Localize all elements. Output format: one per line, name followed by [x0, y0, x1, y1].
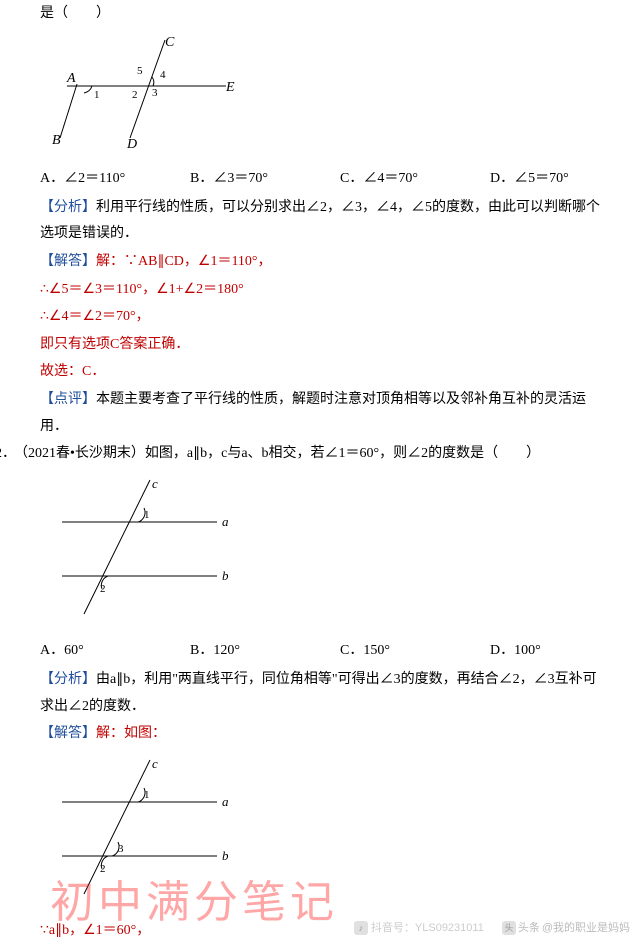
lbl-5: 5 — [137, 65, 143, 77]
q11-options: A．∠2＝110° B．∠3＝70° C．∠4＝70° D．∠5＝70° — [40, 166, 600, 193]
q11-solve-1: 【解答】解：∵AB∥CD，∠1＝110°， — [40, 249, 600, 276]
review-label: 【点评】 — [40, 392, 96, 407]
arc-1 — [84, 86, 92, 93]
opt-a: A．60° — [40, 638, 150, 665]
lbl-b: b — [222, 568, 229, 583]
solve-label: 【解答】 — [40, 726, 96, 741]
opt-b: B．120° — [190, 638, 300, 665]
q12-solve-head: 【解答】解：如图： — [40, 721, 600, 748]
q11-solve-2: ∴∠5＝∠3＝110°，∠1+∠2＝180° — [40, 277, 600, 304]
q11-stem-cont: 是（ ） — [40, 1, 600, 28]
q11-review: 【点评】本题主要考查了平行线的性质，解题时注意对顶角相等以及邻补角互补的灵活运用… — [40, 387, 600, 440]
lbl-a: a — [222, 514, 229, 529]
lbl-3: 3 — [118, 843, 124, 855]
analysis-text: 利用平行线的性质，可以分别求出∠2，∠3，∠4，∠5的度数，由此可以判断哪个选项… — [40, 200, 600, 242]
lbl-c: C — [165, 35, 175, 50]
analysis-label: 【分析】 — [40, 200, 96, 215]
q12-stem-text: （2021春•长沙期末）如图，a∥b，c与a、b相交，若∠1＝60°，则∠2的度… — [14, 446, 540, 461]
lbl-b: B — [52, 133, 61, 148]
analysis-text: 由a∥b，利用"两直线平行，同位角相等"可得出∠3的度数，再结合∠2，∠3互补可… — [40, 672, 597, 714]
toutiao-prefix: 头条 — [518, 918, 540, 939]
analysis-label: 【分析】 — [40, 672, 96, 687]
lbl-a: A — [66, 71, 76, 86]
q12-num: 12． — [0, 441, 14, 468]
lbl-2: 2 — [132, 89, 138, 101]
q12-analysis: 【分析】由a∥b，利用"两直线平行，同位角相等"可得出∠3的度数，再结合∠2，∠… — [40, 667, 600, 720]
opt-c: C．∠4＝70° — [340, 166, 450, 193]
q11-solve-5: 故选：C． — [40, 359, 600, 386]
lbl-1: 1 — [94, 89, 100, 101]
q12-stem: 12．（2021春•长沙期末）如图，a∥b，c与a、b相交，若∠1＝60°，则∠… — [14, 441, 600, 468]
lbl-c: c — [152, 476, 158, 491]
opt-c: C．150° — [340, 638, 450, 665]
lbl-b: b — [222, 848, 229, 863]
footer: ♪ 抖音号：YLS09231011 头 头条@我的职业是妈妈 — [354, 918, 630, 939]
line-c — [84, 760, 150, 894]
douyin-id: YLS09231011 — [415, 922, 484, 934]
toutiao-tag: 头 头条@我的职业是妈妈 — [502, 918, 630, 939]
lbl-d: D — [126, 137, 137, 150]
lbl-4: 4 — [160, 69, 166, 81]
q12-figure2: c a b 1 3 2 — [52, 754, 600, 913]
lbl-e: E — [225, 80, 235, 95]
lbl-3: 3 — [152, 87, 158, 99]
lbl-c: c — [152, 756, 158, 771]
arc-3 — [152, 77, 154, 86]
q12-figure: c a b 1 2 — [52, 474, 600, 633]
lbl-2: 2 — [100, 863, 106, 875]
q11-solve-4: 即只有选项C答案正确． — [40, 332, 600, 359]
toutiao-user: @我的职业是妈妈 — [542, 918, 630, 939]
solve-label: 【解答】 — [40, 254, 96, 269]
line-c — [84, 480, 150, 614]
douyin-tag: ♪ 抖音号：YLS09231011 — [354, 918, 484, 939]
q11-solve-3: ∴∠4＝∠2＝70°， — [40, 304, 600, 331]
lbl-1: 1 — [144, 789, 150, 801]
review-text: 本题主要考查了平行线的性质，解题时注意对顶角相等以及邻补角互补的灵活运用． — [40, 392, 586, 434]
lbl-2: 2 — [100, 583, 106, 595]
lbl-1: 1 — [144, 509, 150, 521]
line-ab — [60, 84, 77, 138]
opt-d: D．∠5＝70° — [490, 166, 600, 193]
opt-a: A．∠2＝110° — [40, 166, 150, 193]
douyin-prefix: 抖音号： — [371, 922, 415, 934]
solve-head-text: 解：如图： — [96, 726, 166, 741]
douyin-icon: ♪ — [354, 921, 368, 935]
lbl-a: a — [222, 794, 229, 809]
toutiao-icon: 头 — [502, 921, 516, 935]
q11-figure: A B C D E 1 2 3 4 5 — [52, 34, 600, 161]
q12-options: A．60° B．120° C．150° D．100° — [40, 638, 600, 665]
q11-analysis: 【分析】利用平行线的性质，可以分别求出∠2，∠3，∠4，∠5的度数，由此可以判断… — [40, 195, 600, 248]
opt-d: D．100° — [490, 638, 600, 665]
solve-text-1: 解：∵AB∥CD，∠1＝110°， — [96, 254, 272, 269]
opt-b: B．∠3＝70° — [190, 166, 300, 193]
